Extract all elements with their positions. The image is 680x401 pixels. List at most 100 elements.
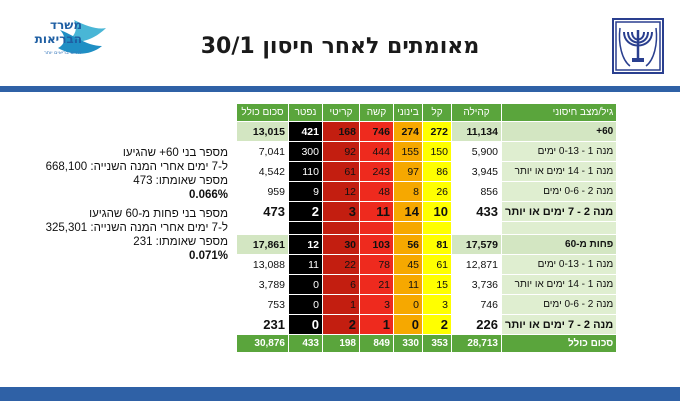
table-cell: 856 [451, 181, 502, 202]
menorah-emblem-icon [615, 21, 661, 71]
header-divider [0, 86, 680, 92]
side-note-percentage: 0.066% [188, 189, 228, 201]
vaccination-cases-table: סכום כולל נפטר קריטי קשה בינוני קל קהילה… [236, 103, 618, 353]
table-cell: 353 [422, 334, 452, 353]
table-cell: 2 [422, 314, 452, 335]
table-cell: 56 [393, 234, 423, 255]
table-cell: 28,713 [451, 334, 502, 353]
row-label: מנה 1 - 0-13 ימים [500, 254, 618, 275]
table-cell: 61 [322, 161, 360, 182]
table-cell: 849 [359, 334, 394, 353]
table-cell: 433 [288, 334, 323, 353]
table-cell: 92 [322, 141, 360, 162]
table-cell: 8 [393, 181, 423, 202]
header-light: קל [422, 103, 452, 122]
table-row: 4,542 110 61 243 97 86 3,945 מנה 1 - 14 … [236, 161, 618, 182]
table-cell: 30 [322, 234, 360, 255]
table-row-highlight: 473 2 3 11 14 10 433 מנה 2 - 7 ימים או י… [236, 201, 618, 222]
table-cell: 14 [393, 201, 423, 222]
table-header-row: סכום כולל נפטר קריטי קשה בינוני קל קהילה… [236, 103, 618, 122]
table-cell: 0 [288, 294, 323, 315]
side-note-under60: מספר בני פחות מ-60 שהגיעו ל-7 ימים אחרי … [3, 207, 228, 263]
table-cell: 26 [422, 181, 452, 202]
table-cell: 3,789 [236, 274, 289, 295]
table-cell: 444 [359, 141, 394, 162]
table-cell: 13,088 [236, 254, 289, 275]
table-cell: 300 [288, 141, 323, 162]
table-cell: 1 [359, 314, 394, 335]
ministry-name-line2: הבריאות [34, 32, 82, 46]
table-cell: 30,876 [236, 334, 289, 353]
table-cell: 1 [322, 294, 360, 315]
footer-bar [0, 387, 680, 401]
table-cell: 3,736 [451, 274, 502, 295]
header-total: סכום כולל [236, 103, 289, 122]
ministry-name-line1: משרד [49, 18, 82, 32]
header-medium: בינוני [393, 103, 423, 122]
row-label: מנה 1 - 0-13 ימים [500, 141, 618, 162]
table-cell: 81 [422, 234, 452, 255]
ministry-logo [16, 16, 108, 72]
ministry-tagline: לחיים בריאים יותר [43, 50, 82, 56]
table-cell: 10 [422, 201, 452, 222]
table-cell: 3 [322, 201, 360, 222]
header-critical: קריטי [322, 103, 360, 122]
group-label-over60: 60+ [500, 121, 618, 142]
table-cell: 103 [359, 234, 394, 255]
table-cell: 2 [322, 314, 360, 335]
table-cell: 231 [236, 314, 289, 335]
header: משרד הבריאות לחיים בריאים יותר מאומתים ל… [0, 0, 680, 86]
table-cell: 11 [288, 254, 323, 275]
table-cell: 0 [393, 314, 423, 335]
header-hard: קשה [359, 103, 394, 122]
table-cell: 15 [422, 274, 452, 295]
table-cell: 3 [422, 294, 452, 315]
table-cell: 13,015 [236, 121, 289, 142]
group-row-under60: 17,861 12 30 103 56 81 17,579 פחות מ-60 [236, 234, 618, 255]
table-cell: 274 [393, 121, 423, 142]
table-row: 7,041 300 92 444 155 150 5,900 מנה 1 - 0… [236, 141, 618, 162]
table-cell: 150 [422, 141, 452, 162]
table-cell: 155 [393, 141, 423, 162]
grand-total-label: סכום כולל [500, 334, 618, 353]
table-cell: 0 [393, 294, 423, 315]
table-cell: 48 [359, 181, 394, 202]
row-label: מנה 2 - 0-6 ימים [500, 181, 618, 202]
table-cell: 959 [236, 181, 289, 202]
side-note-line: מספר שאומתו: 231 [133, 236, 228, 248]
table-cell: 12,871 [451, 254, 502, 275]
ministry-swoosh-icon [58, 20, 106, 54]
table-cell: 6 [322, 274, 360, 295]
table-cell: 746 [451, 294, 502, 315]
table-cell: 97 [393, 161, 423, 182]
table-row: 3,789 0 6 21 11 15 3,736 מנה 1 - 14 ימים… [236, 274, 618, 295]
table-row: 959 9 12 48 8 26 856 מנה 2 - 0-6 ימים [236, 181, 618, 202]
group-row-over60: 13,015 421 168 746 274 272 11,134 60+ [236, 121, 618, 142]
side-note-line: מספר שאומתו: 473 [133, 175, 228, 187]
table-cell: 11 [393, 274, 423, 295]
side-note-over60: מספר בני 60+ שהגיעו ל-7 ימים אחרי המנה ה… [3, 146, 228, 202]
table-cell: 110 [288, 161, 323, 182]
side-note-line: מספר בני 60+ שהגיעו [122, 147, 228, 159]
table-cell: 3,945 [451, 161, 502, 182]
table-cell: 61 [422, 254, 452, 275]
side-note-percentage: 0.071% [188, 250, 228, 262]
table-cell: 168 [322, 121, 360, 142]
state-emblem [612, 18, 664, 74]
table-cell: 3 [359, 294, 394, 315]
table-cell: 17,579 [451, 234, 502, 255]
table-cell: 753 [236, 294, 289, 315]
grand-total-row: 30,876 433 198 849 330 353 28,713 סכום כ… [236, 334, 618, 353]
table-cell: 11,134 [451, 121, 502, 142]
table-spacer-row [236, 221, 618, 235]
row-label: מנה 2 - 7 ימים או יותר [500, 201, 618, 222]
side-note-line: ל-7 ימים אחרי המנה השנייה: 325,301 [45, 222, 228, 234]
table-cell: 4,542 [236, 161, 289, 182]
row-label: מנה 1 - 14 ימים או יותר [500, 274, 618, 295]
header-group: גיל/מצב חיסוני [500, 103, 618, 122]
table-cell: 17,861 [236, 234, 289, 255]
table-cell: 11 [359, 201, 394, 222]
table-cell: 9 [288, 181, 323, 202]
table-row: 753 0 1 3 0 3 746 מנה 2 - 0-6 ימים [236, 294, 618, 315]
